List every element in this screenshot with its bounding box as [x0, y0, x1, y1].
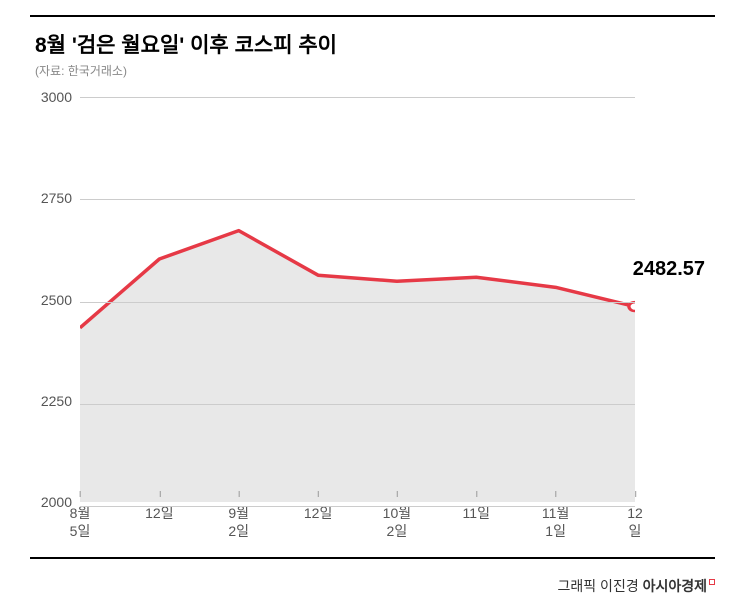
- y-tick-label: 2000: [41, 494, 72, 510]
- credit-brand: 아시아경제: [643, 578, 707, 594]
- y-gridline: [80, 404, 635, 405]
- credit-line: 그래픽 이진경 아시아경제: [558, 576, 715, 596]
- x-tick-mark: [556, 491, 557, 497]
- x-tick-label: 9월 2일: [228, 504, 249, 540]
- x-tick-label: 12일: [627, 504, 643, 540]
- y-axis: 20002250250027503000: [35, 97, 80, 502]
- x-tick-label: 10월 2일: [383, 504, 411, 540]
- plot-area: 2482.57: [80, 97, 635, 502]
- x-tick-label: 8월 5일: [70, 504, 91, 540]
- x-tick-mark: [239, 491, 240, 497]
- x-axis: 8월 5일12일9월 2일12일10월 2일11일11월 1일12일: [80, 504, 635, 549]
- credit-author: 그래픽 이진경: [558, 578, 639, 594]
- brand-mark-icon: [709, 579, 715, 585]
- y-tick-label: 2750: [41, 190, 72, 206]
- x-tick-mark: [318, 491, 319, 497]
- y-gridline: [80, 302, 635, 303]
- y-tick-label: 2250: [41, 393, 72, 409]
- endpoint-value-label: 2482.57: [633, 258, 705, 281]
- chart-svg: [80, 97, 635, 502]
- chart-subtitle: (자료: 한국거래소): [35, 62, 715, 79]
- x-tick-mark: [476, 491, 477, 497]
- y-gridline: [80, 506, 635, 507]
- x-tick-mark: [80, 491, 81, 497]
- y-tick-label: 2500: [41, 292, 72, 308]
- y-gridline: [80, 199, 635, 200]
- chart-container: 8월 '검은 월요일' 이후 코스피 추이 (자료: 한국거래소) 2000 22…: [30, 15, 715, 559]
- chart-title: 8월 '검은 월요일' 이후 코스피 추이: [35, 29, 715, 59]
- x-tick-mark: [635, 491, 636, 497]
- chart-area-fill: [80, 231, 635, 502]
- x-tick-mark: [159, 491, 160, 497]
- y-tick-label: 3000: [41, 89, 72, 105]
- x-tick-label: 11월 1일: [542, 504, 569, 540]
- x-tick-mark: [397, 491, 398, 497]
- y-gridline: [80, 97, 635, 98]
